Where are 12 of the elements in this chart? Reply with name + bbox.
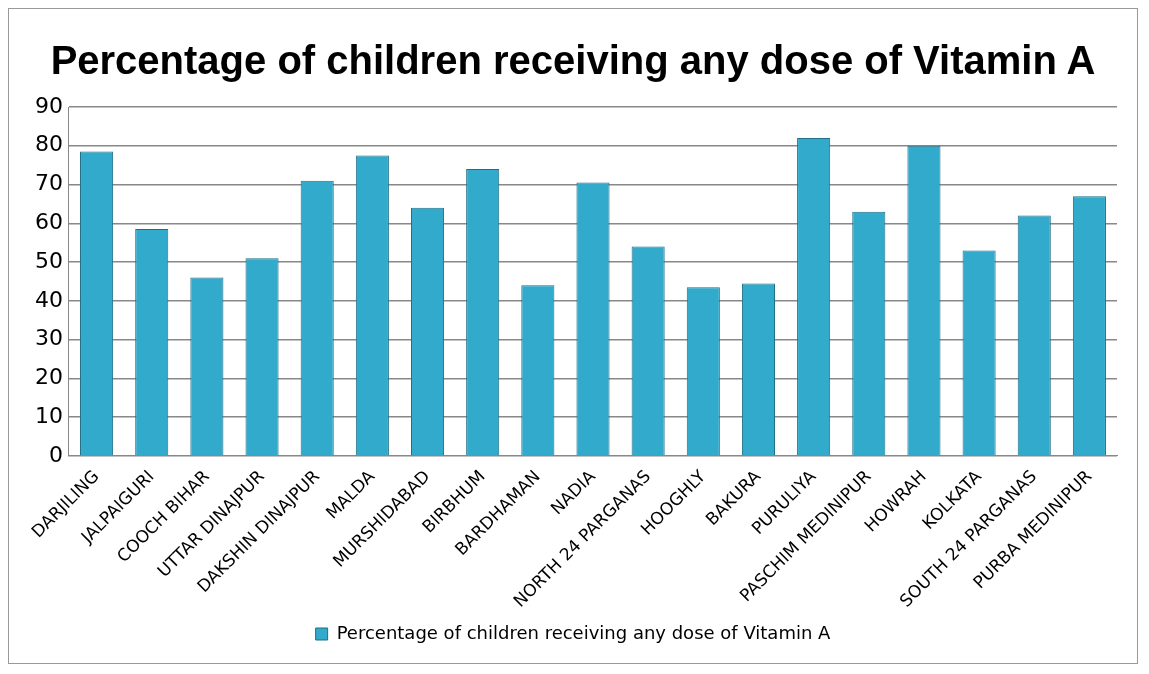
y-tick-label: 50 — [34, 247, 63, 273]
y-tick-label: 10 — [34, 402, 63, 428]
chart-title: Percentage of children receiving any dose of Vitamin A — [50, 38, 1096, 83]
y-tick-label: 90 — [34, 92, 63, 118]
legend-label: Percentage of children receiving any dose of Vitamin A — [336, 621, 832, 643]
y-tick-label: 70 — [34, 170, 63, 196]
y-tick-label: 40 — [34, 286, 63, 312]
y-tick-label: 60 — [34, 209, 63, 235]
y-tick-label: 80 — [34, 131, 63, 157]
y-tick-label: 30 — [34, 325, 63, 351]
y-tick-label: 0 — [48, 441, 63, 467]
y-tick-label: 20 — [34, 364, 63, 390]
